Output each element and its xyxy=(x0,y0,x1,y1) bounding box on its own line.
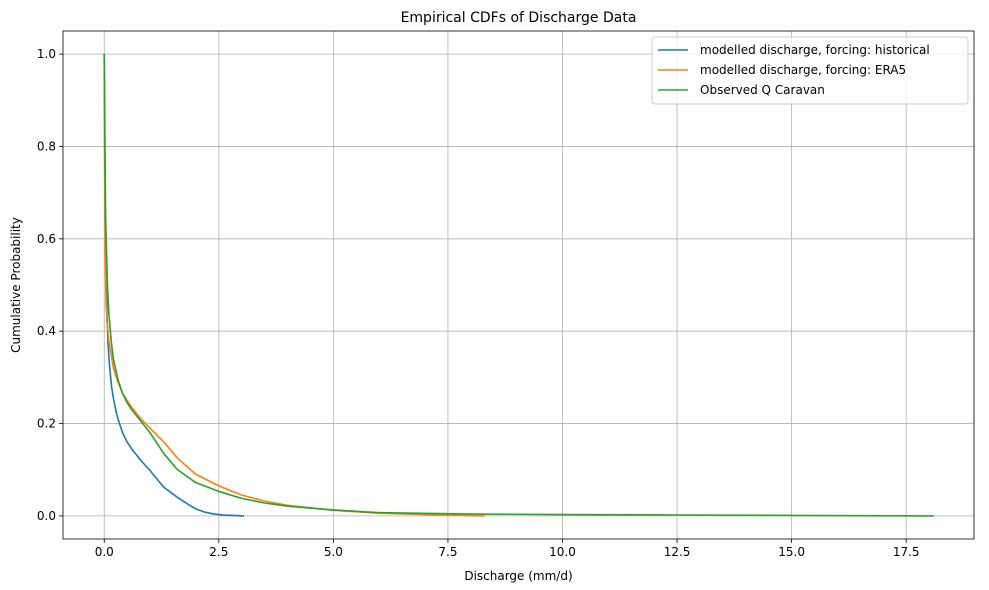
y-tick-label: 0.2 xyxy=(37,417,56,431)
axis-ticks: 0.0 2.5 5.0 7.5 10.0 12.5 15.0 17.5 0.0 0.2 0.4 0.6… xyxy=(37,47,920,559)
x-tick-label: 5.0 xyxy=(324,545,343,559)
legend-box xyxy=(651,36,969,105)
plot-frame xyxy=(62,30,975,540)
x-tick-label: 15.0 xyxy=(778,545,805,559)
x-tick-label: 10.0 xyxy=(549,545,576,559)
legend-label-2: Observed Q Caravan xyxy=(700,83,825,97)
x-tick-label: 12.5 xyxy=(664,545,691,559)
legend: modelled discharge, forcing: historical m… xyxy=(651,36,969,105)
legend-label-1: modelled discharge, forcing: ERA5 xyxy=(700,63,906,77)
x-tick-label: 0.0 xyxy=(95,545,114,559)
series-line-2 xyxy=(103,54,934,517)
x-tick-label: 17.5 xyxy=(893,545,920,559)
y-tick-label: 0.4 xyxy=(37,324,56,338)
series-line-1 xyxy=(103,54,485,517)
chart-title: Empirical CDFs of Discharge Data xyxy=(401,10,637,26)
y-tick-label: 0.8 xyxy=(37,139,56,153)
series-lines xyxy=(103,54,934,517)
x-tick-label: 7.5 xyxy=(438,545,457,559)
y-axis-label: Cumulative Probability xyxy=(9,217,23,353)
x-tick-label: 2.5 xyxy=(209,545,228,559)
grid xyxy=(63,31,974,539)
y-tick-label: 0.6 xyxy=(37,232,56,246)
y-tick-label: 1.0 xyxy=(37,47,56,61)
y-tick-label: 0.0 xyxy=(37,509,56,523)
legend-label-0: modelled discharge, forcing: historical xyxy=(700,43,930,57)
x-axis-label: Discharge (mm/d) xyxy=(464,569,572,583)
